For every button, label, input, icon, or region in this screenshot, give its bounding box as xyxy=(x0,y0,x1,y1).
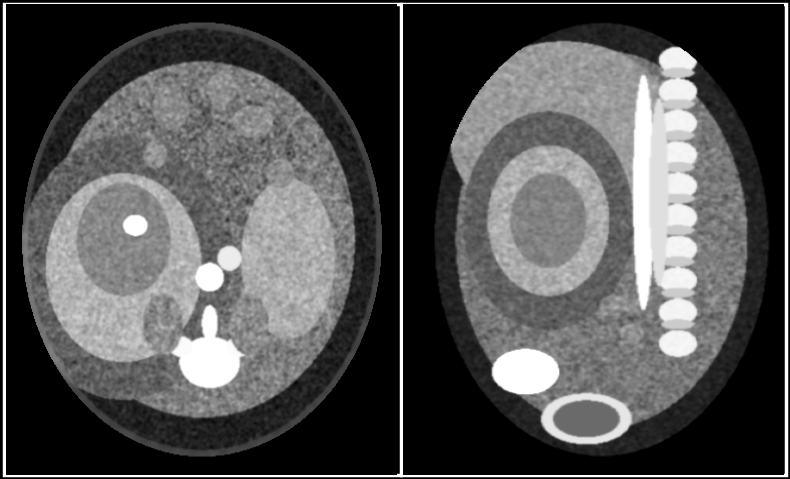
Text: b: b xyxy=(413,433,428,453)
Text: a: a xyxy=(17,433,32,453)
